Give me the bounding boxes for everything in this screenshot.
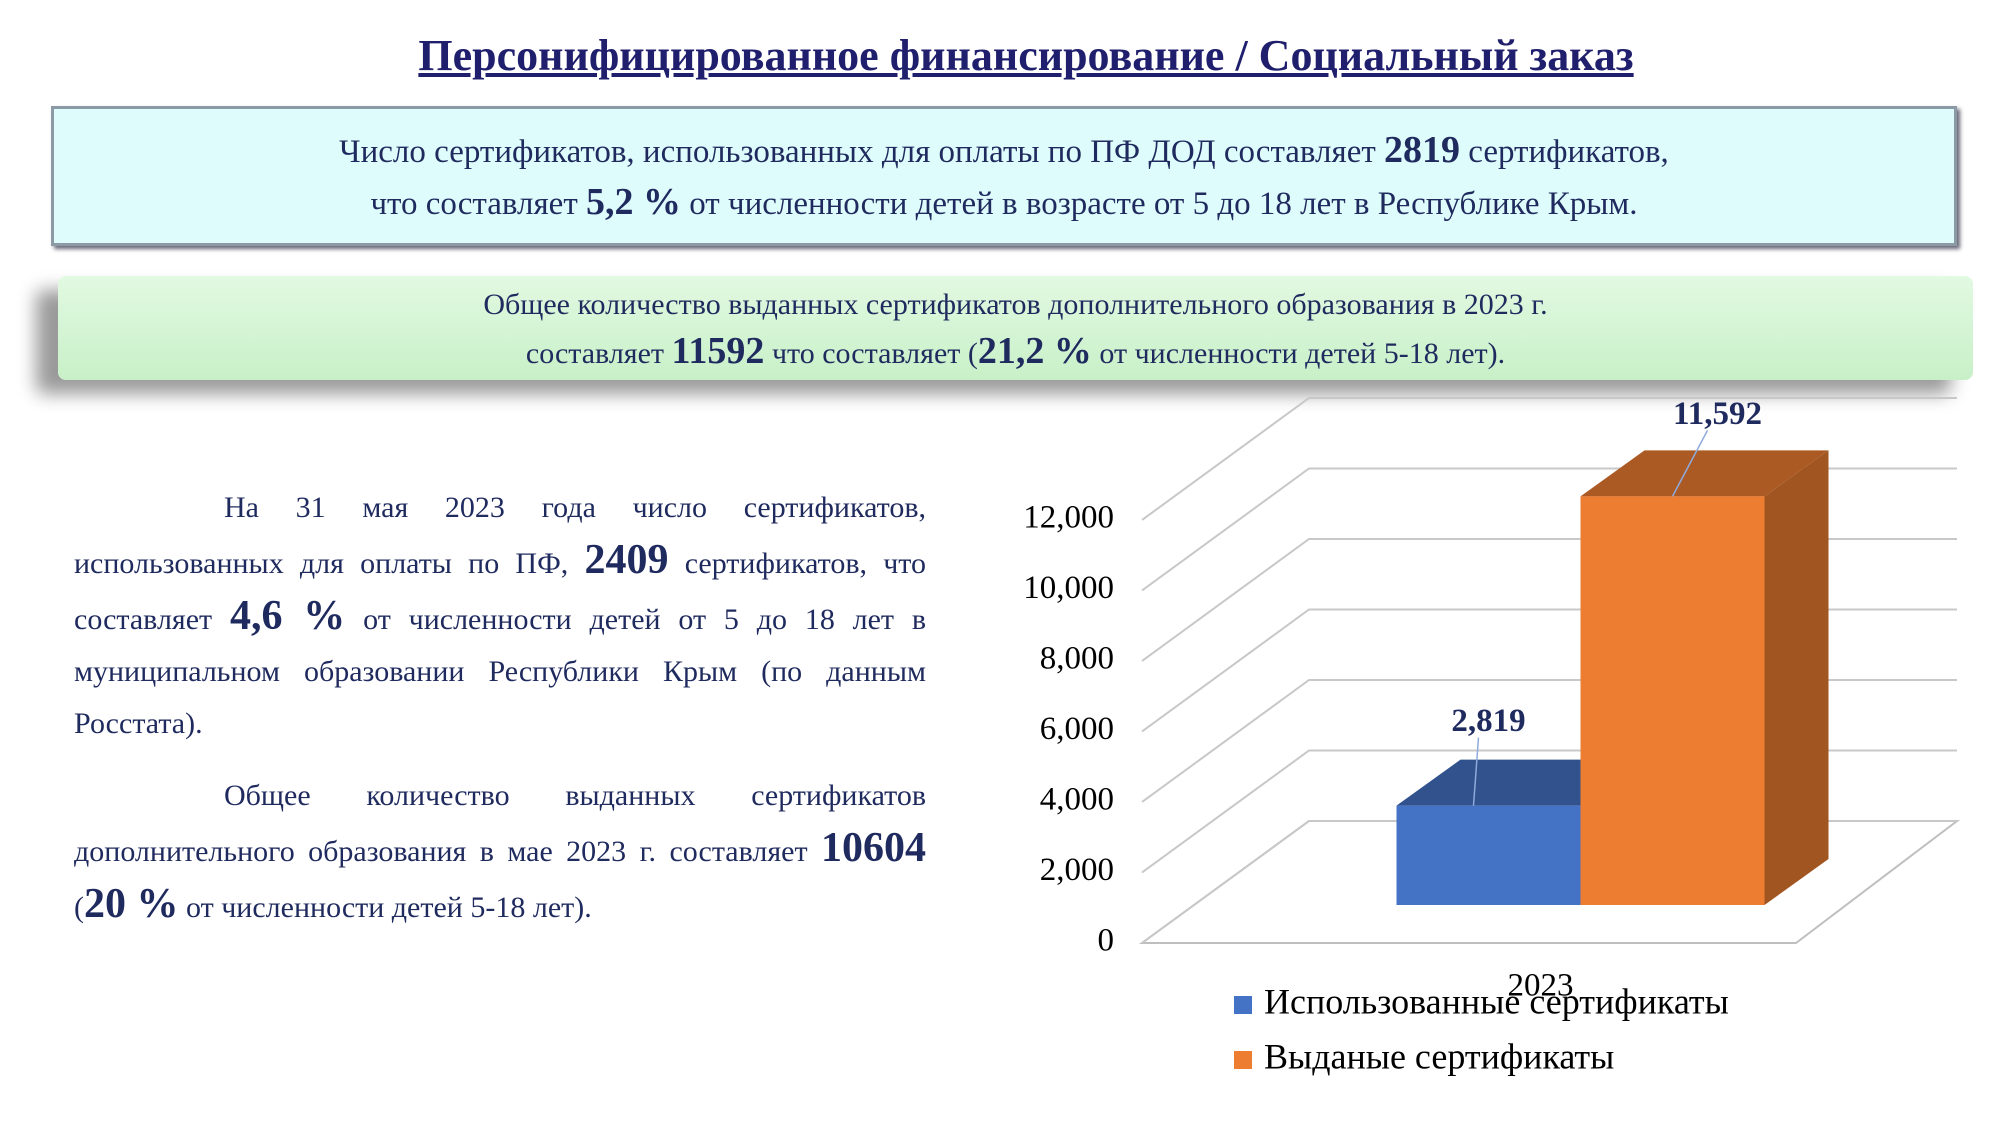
- number: 4,6 %: [229, 593, 346, 639]
- paragraph: Общее количество выданных сертификатов д…: [74, 770, 926, 934]
- info-box: Число сертификатов, использованных для о…: [51, 106, 1957, 246]
- text: что составляет (: [764, 337, 978, 370]
- text: (: [74, 891, 84, 924]
- value-label: 2,819: [1451, 703, 1525, 739]
- text: от численности детей от 5 до 18 лет в му…: [74, 603, 927, 740]
- legend-label: Использованные сертификаты: [1264, 981, 1729, 1021]
- y-tick-label: 12,000: [1023, 500, 1114, 536]
- y-tick-label: 0: [1098, 923, 1115, 959]
- text: На 31 мая 2023 года число сертификатов, …: [74, 491, 926, 580]
- text: сертификатов,: [1460, 134, 1669, 170]
- text: от численности детей 5-18 лет).: [1091, 337, 1506, 370]
- legend-swatch: [1234, 996, 1252, 1014]
- info-line: Число сертификатов, использованных для о…: [54, 125, 1954, 177]
- grid-line: [1141, 397, 1957, 521]
- text: Общее количество выданных сертификатов д…: [483, 288, 1548, 321]
- paragraph: На 31 мая 2023 года число сертификатов, …: [74, 482, 926, 750]
- number: 5,2 %: [585, 181, 681, 223]
- value-label: 11,592: [1673, 396, 1762, 432]
- number: 20 %: [84, 881, 179, 927]
- y-tick-label: 6,000: [1040, 711, 1114, 747]
- number: 10604: [821, 825, 926, 871]
- info-line: Общее количество выданных сертификатов д…: [58, 282, 1973, 328]
- text: сертификатов, что составляет: [74, 547, 926, 636]
- number: 2409: [584, 537, 669, 583]
- number: 2819: [1384, 129, 1461, 171]
- legend-label: Выданые сертификаты: [1264, 1036, 1614, 1076]
- bar-side: [1764, 450, 1829, 905]
- info-line: что составляет 5,2 % от численности дете…: [54, 177, 1954, 229]
- text: составляет: [525, 337, 672, 370]
- y-tick-label: 10,000: [1023, 570, 1114, 606]
- y-tick-label: 4,000: [1040, 782, 1114, 818]
- info-box: Общее количество выданных сертификатов д…: [58, 276, 1973, 380]
- slide-title: Персонифицированное финансирование / Соц…: [418, 31, 1634, 80]
- leader-line: [1671, 430, 1709, 497]
- text: Число сертификатов, использованных для о…: [339, 134, 1385, 170]
- text: что составляет: [370, 186, 586, 222]
- text: от численности детей 5-18 лет).: [178, 891, 592, 924]
- x-tick-label: 2023: [1508, 968, 1574, 1004]
- y-tick-label: 8,000: [1040, 641, 1114, 677]
- number: 21,2 %: [977, 330, 1092, 372]
- y-tick-label: 2,000: [1040, 852, 1114, 888]
- bar: [1580, 496, 1765, 905]
- bar: [1396, 805, 1581, 905]
- legend-swatch: [1234, 1051, 1252, 1069]
- text: Общее количество выданных сертификатов д…: [74, 779, 926, 868]
- leader-line: [1472, 737, 1480, 806]
- text: от численности детей в возрасте от 5 до …: [680, 186, 1638, 222]
- bar-top: [1580, 450, 1829, 497]
- info-line: составляет 11592 что составляет (21,2 % …: [58, 328, 1973, 377]
- number: 11592: [671, 330, 765, 372]
